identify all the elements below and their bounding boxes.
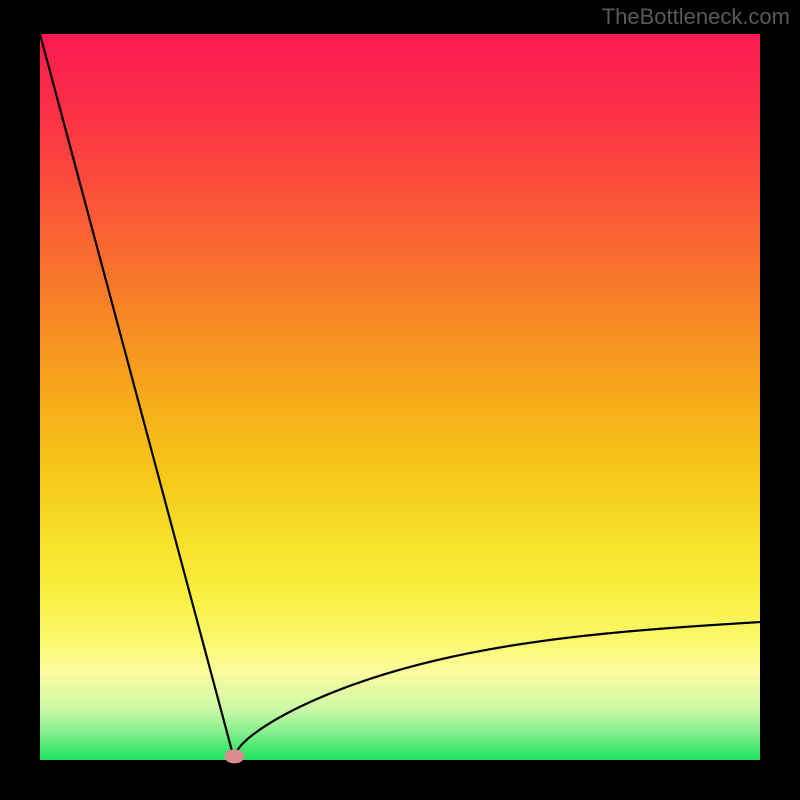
gradient-plot-area xyxy=(40,34,760,760)
minimum-marker xyxy=(224,749,244,763)
attribution-label: TheBottleneck.com xyxy=(602,4,790,30)
bottleneck-chart xyxy=(0,0,800,800)
